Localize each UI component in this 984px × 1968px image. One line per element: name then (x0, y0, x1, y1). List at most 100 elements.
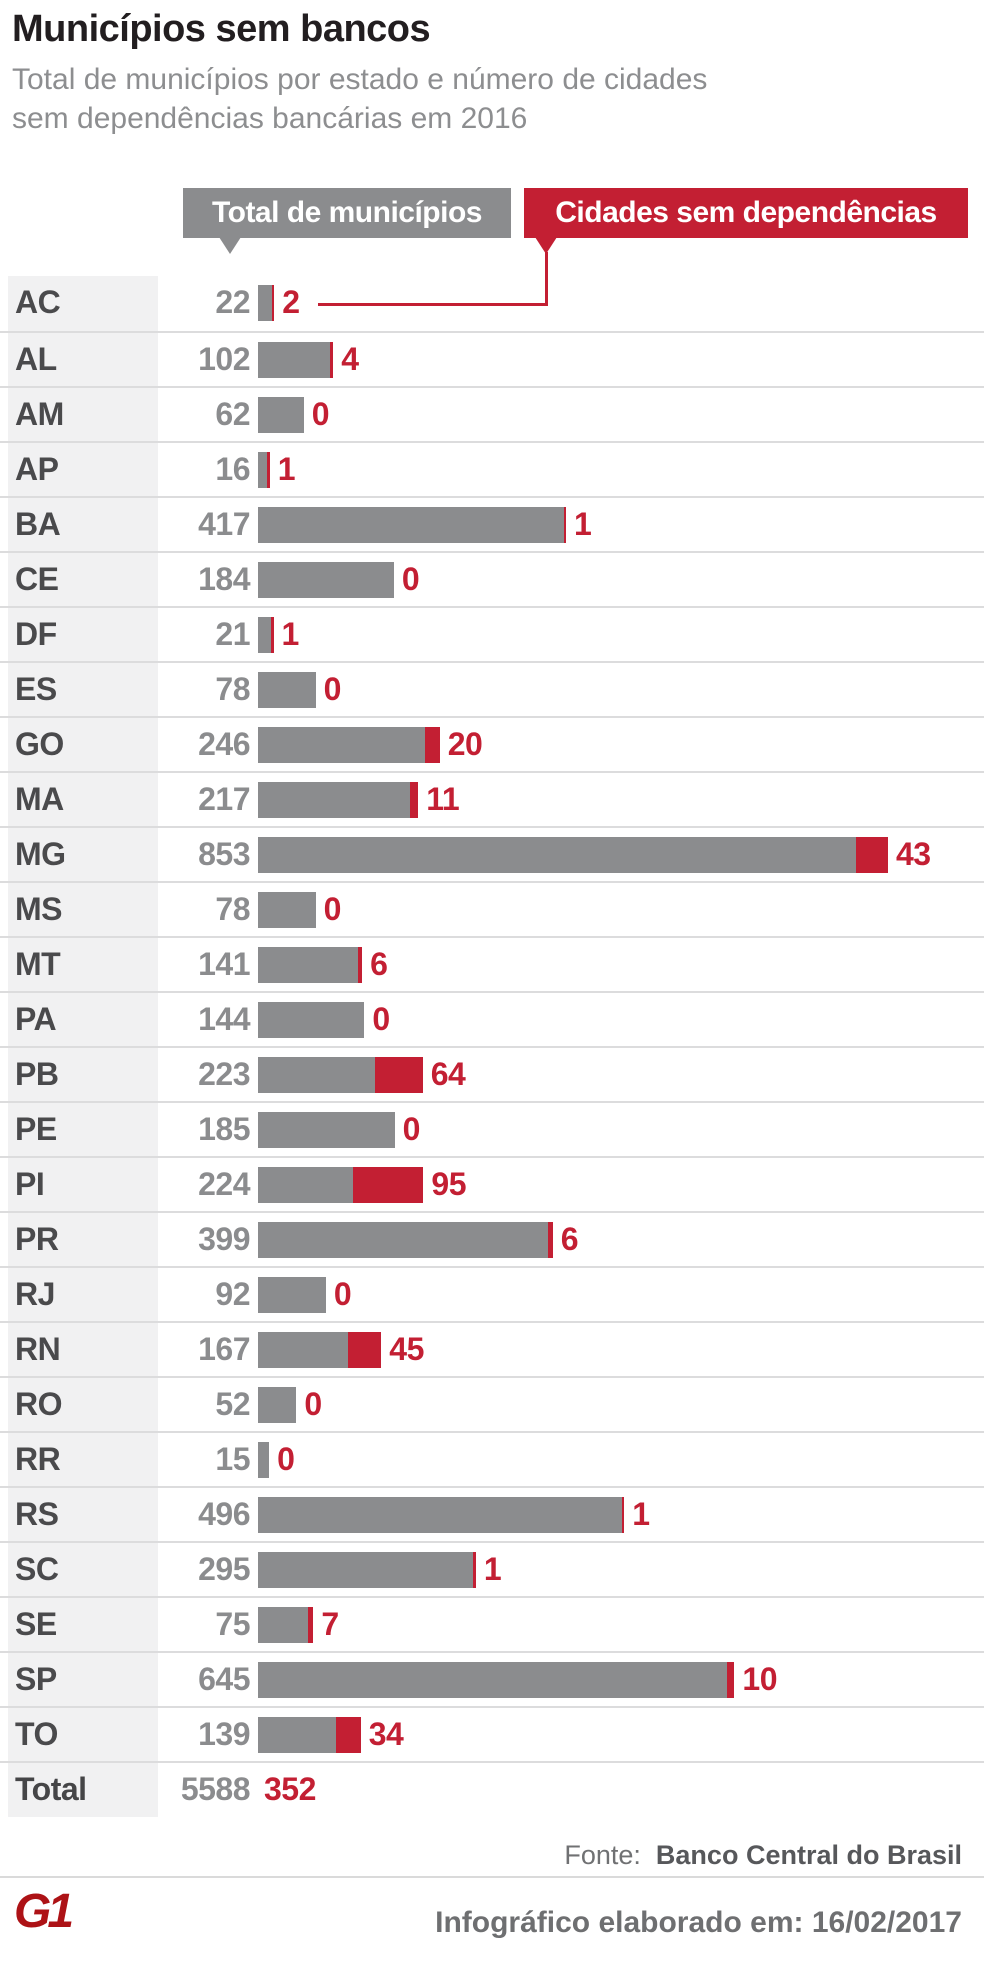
total-municipalities-bar (258, 507, 566, 543)
total-municipalities-bar (258, 617, 274, 653)
source-prefix: Fonte: (564, 1840, 641, 1870)
no-bank-value: 0 (323, 891, 342, 927)
total-municipalities-bar (258, 397, 304, 433)
state-row-pe: PE 185 0 (0, 1101, 984, 1156)
total-municipalities-value: 21 (215, 616, 250, 652)
total-municipalities-bar (258, 1332, 382, 1368)
total-municipalities-bar (258, 892, 316, 928)
total-row-label: Total (15, 1771, 87, 1807)
state-label: AC (15, 284, 61, 320)
source-name: Banco Central do Brasil (655, 1840, 962, 1870)
no-bank-bar-segment (357, 947, 363, 983)
state-row-es: ES 78 0 (0, 661, 984, 716)
total-municipalities-value: 185 (198, 1111, 250, 1147)
no-bank-value: 2 (282, 284, 300, 320)
no-bank-value: 0 (323, 671, 342, 707)
legend-no-bank-pointer (535, 237, 557, 254)
state-row-rn: RN 167 45 (0, 1321, 984, 1376)
state-label: AL (15, 341, 57, 377)
no-bank-bar-segment (271, 617, 274, 653)
no-bank-value: 4 (341, 341, 359, 377)
no-bank-bar-segment (410, 782, 419, 818)
state-label: AM (15, 396, 64, 432)
state-row-mt: MT 141 6 (0, 936, 984, 991)
no-bank-value: 10 (742, 1661, 777, 1697)
state-row-se: SE 75 7 (0, 1596, 984, 1651)
total-municipalities-bar (258, 837, 888, 873)
total-municipalities-bar (258, 562, 394, 598)
state-label: BA (15, 506, 61, 542)
total-municipalities-bar (258, 452, 270, 488)
state-label: PR (15, 1221, 59, 1257)
state-label: RS (15, 1496, 59, 1532)
state-row-sp: SP 645 10 (0, 1651, 984, 1706)
state-label: AP (15, 451, 59, 487)
state-row-ma: MA 217 11 (0, 771, 984, 826)
no-bank-value: 1 (281, 616, 300, 652)
page-title: Municípios sem bancos (12, 8, 431, 50)
state-row-rj: RJ 92 0 (0, 1266, 984, 1321)
total-municipalities-value: 75 (215, 1606, 250, 1642)
no-bank-bar-segment (424, 727, 440, 763)
subtitle-line-1: Total de municípios por estado e número … (12, 63, 708, 96)
total-municipalities-value: 78 (215, 891, 250, 927)
total-municipalities-value: 144 (198, 1001, 250, 1037)
state-label: MA (15, 781, 64, 817)
subtitle-line-2: sem dependências bancárias em 2016 (12, 102, 528, 135)
state-label: PI (15, 1166, 45, 1202)
state-row-go: GO 246 20 (0, 716, 984, 771)
state-label: PB (15, 1056, 59, 1092)
state-row-al: AL 102 4 (0, 331, 984, 386)
total-municipalities-value: 184 (198, 561, 250, 597)
total-municipalities-value: 15 (215, 1441, 250, 1477)
state-label: TO (15, 1716, 58, 1752)
no-bank-bar-segment (727, 1662, 735, 1698)
page-subtitle: Total de municípios por estado e número … (12, 60, 707, 138)
state-row-rs: RS 496 1 (0, 1486, 984, 1541)
total-municipalities-value: 246 (198, 726, 250, 762)
legend-no-bank-bubble: Cidades sem dependências (524, 188, 968, 254)
state-row-df: DF 21 1 (0, 606, 984, 661)
no-bank-bar-segment (856, 837, 888, 873)
state-row-am: AM 62 0 (0, 386, 984, 441)
chart-rows: AC 22 2 AL 102 4 AM 62 0 AP 16 1 BA 417 1 CE 184 0 DF 21 1 ES… (0, 276, 984, 1761)
total-municipalities-bar (258, 782, 419, 818)
legend-no-bank-label: Cidades sem dependências (555, 196, 937, 229)
no-bank-bar-segment (335, 1717, 361, 1753)
total-municipalities-bar (258, 947, 363, 983)
state-label: MT (15, 946, 61, 982)
no-bank-bar-segment (621, 1497, 625, 1533)
total-municipalities-value: 102 (198, 341, 250, 377)
total-municipalities-bar (258, 727, 440, 763)
no-bank-value: 0 (277, 1441, 295, 1477)
state-label: SP (15, 1661, 57, 1697)
total-municipalities-value: 496 (198, 1496, 250, 1532)
no-bank-value: 11 (426, 781, 460, 817)
total-municipalities-bar (258, 672, 316, 708)
state-label: PA (15, 1001, 57, 1037)
no-bank-value: 0 (311, 396, 330, 432)
total-municipalities-bar (258, 1222, 553, 1258)
total-municipalities-value: 141 (198, 946, 250, 982)
state-row-sc: SC 295 1 (0, 1541, 984, 1596)
no-bank-bar-segment (267, 452, 270, 488)
credit-line: Infográfico elaborado em: 16/02/2017 (435, 1906, 962, 1939)
total-municipalities-value: 645 (198, 1661, 250, 1697)
total-row: Total 5588 352 (0, 1761, 984, 1816)
total-municipalities-value: 224 (198, 1166, 250, 1202)
no-bank-value: 1 (483, 1551, 502, 1587)
state-row-ce: CE 184 0 (0, 551, 984, 606)
state-row-ba: BA 417 1 (0, 496, 984, 551)
total-municipalities-value: 417 (198, 506, 250, 542)
footer-divider (0, 1876, 984, 1878)
legend-total-bubble: Total de municípios (183, 188, 511, 254)
state-label: RR (15, 1441, 61, 1477)
legend-total-label: Total de municípios (212, 196, 482, 229)
total-municipalities-bar (258, 1112, 395, 1148)
state-label: GO (15, 726, 64, 762)
no-bank-value: 0 (401, 561, 420, 597)
state-row-ms: MS 78 0 (0, 881, 984, 936)
no-bank-value: 1 (632, 1496, 650, 1532)
total-municipalities-bar (258, 1442, 270, 1478)
total-municipalities-value: 92 (215, 1276, 250, 1312)
